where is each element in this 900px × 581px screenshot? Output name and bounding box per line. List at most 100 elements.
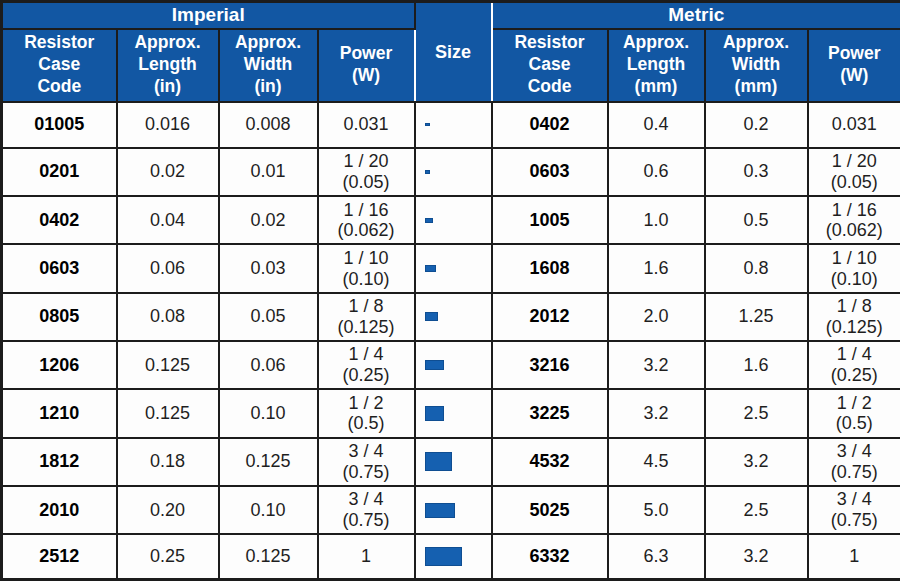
metric-length-cell: 3.2 xyxy=(608,389,705,437)
metric-power-cell: 1 / 10 (0.10) xyxy=(808,244,900,292)
metric-length-cell: 2.0 xyxy=(608,293,705,341)
imperial-length-cell: 0.08 xyxy=(117,293,219,341)
table-row: 0201 0.02 0.01 1 / 20 (0.05) 0603 0.6 0.… xyxy=(2,148,900,196)
imperial-power-cell: 1 / 2 (0.5) xyxy=(318,389,415,437)
imperial-power-cell: 1 / 4 (0.25) xyxy=(318,341,415,389)
metric-case-code-cell: 6332 xyxy=(492,534,608,579)
imperial-power-header: Power (W) xyxy=(318,29,415,102)
resistor-size-swatch xyxy=(425,265,436,272)
size-column-header: Size xyxy=(415,2,492,102)
resistor-size-swatch xyxy=(425,218,433,223)
metric-case-code-cell: 3225 xyxy=(492,389,608,437)
metric-length-cell: 5.0 xyxy=(608,486,705,534)
imperial-width-cell: 0.125 xyxy=(219,534,318,579)
metric-case-code-cell: 3216 xyxy=(492,341,608,389)
imperial-case-code-cell: 2512 xyxy=(2,534,117,579)
imperial-group-header: Imperial xyxy=(2,2,415,29)
metric-length-cell: 0.6 xyxy=(608,148,705,196)
metric-width-cell: 0.2 xyxy=(705,102,808,148)
imperial-power-cell: 3 / 4 (0.75) xyxy=(318,486,415,534)
metric-width-cell: 3.2 xyxy=(705,534,808,579)
imperial-case-code-cell: 2010 xyxy=(2,486,117,534)
table-row: 0603 0.06 0.03 1 / 10 (0.10) 1608 1.6 0.… xyxy=(2,244,900,292)
metric-width-cell: 2.5 xyxy=(705,389,808,437)
imperial-width-cell: 0.10 xyxy=(219,486,318,534)
resistor-size-swatch xyxy=(425,406,444,421)
imperial-case-code-cell: 0201 xyxy=(2,148,117,196)
size-cell xyxy=(415,486,492,534)
imperial-length-cell: 0.18 xyxy=(117,438,219,486)
metric-length-cell: 0.4 xyxy=(608,102,705,148)
metric-power-cell: 1 / 4 (0.25) xyxy=(808,341,900,389)
imperial-width-header: Approx. Width (in) xyxy=(219,29,318,102)
metric-length-cell: 4.5 xyxy=(608,438,705,486)
imperial-case-code-header: Resistor Case Code xyxy=(2,29,117,102)
resistor-size-swatch xyxy=(425,503,455,518)
resistor-case-code-table: Imperial Size Metric Resistor Case Code … xyxy=(0,0,900,581)
metric-width-cell: 0.8 xyxy=(705,244,808,292)
metric-power-cell: 1 / 2 (0.5) xyxy=(808,389,900,437)
metric-power-header: Power (W) xyxy=(808,29,900,102)
imperial-case-code-cell: 0805 xyxy=(2,293,117,341)
metric-case-code-cell: 1608 xyxy=(492,244,608,292)
resistor-size-swatch xyxy=(425,547,462,566)
metric-length-cell: 1.6 xyxy=(608,244,705,292)
size-cell xyxy=(415,341,492,389)
imperial-case-code-cell: 1206 xyxy=(2,341,117,389)
metric-case-code-cell: 4532 xyxy=(492,438,608,486)
metric-length-cell: 6.3 xyxy=(608,534,705,579)
metric-power-cell: 1 xyxy=(808,534,900,579)
imperial-width-cell: 0.10 xyxy=(219,389,318,437)
size-cell xyxy=(415,389,492,437)
imperial-length-header: Approx. Length (in) xyxy=(117,29,219,102)
imperial-case-code-cell: 01005 xyxy=(2,102,117,148)
metric-case-code-cell: 5025 xyxy=(492,486,608,534)
imperial-width-cell: 0.01 xyxy=(219,148,318,196)
imperial-length-cell: 0.04 xyxy=(117,196,219,244)
size-cell xyxy=(415,148,492,196)
metric-width-cell: 1.6 xyxy=(705,341,808,389)
size-cell xyxy=(415,244,492,292)
metric-power-cell: 1 / 20 (0.05) xyxy=(808,148,900,196)
imperial-width-cell: 0.06 xyxy=(219,341,318,389)
metric-width-cell: 0.5 xyxy=(705,196,808,244)
size-cell xyxy=(415,196,492,244)
resistor-size-swatch xyxy=(425,360,444,370)
metric-length-cell: 1.0 xyxy=(608,196,705,244)
table-row: 1206 0.125 0.06 1 / 4 (0.25) 3216 3.2 1.… xyxy=(2,341,900,389)
table-row: 1210 0.125 0.10 1 / 2 (0.5) 3225 3.2 2.5… xyxy=(2,389,900,437)
resistor-size-swatch xyxy=(425,123,430,126)
imperial-length-cell: 0.125 xyxy=(117,341,219,389)
imperial-width-cell: 0.03 xyxy=(219,244,318,292)
imperial-power-cell: 3 / 4 (0.75) xyxy=(318,438,415,486)
metric-width-header: Approx. Width (mm) xyxy=(705,29,808,102)
imperial-length-cell: 0.25 xyxy=(117,534,219,579)
imperial-case-code-cell: 1210 xyxy=(2,389,117,437)
imperial-width-cell: 0.02 xyxy=(219,196,318,244)
metric-power-cell: 0.031 xyxy=(808,102,900,148)
imperial-length-cell: 0.20 xyxy=(117,486,219,534)
group-header-row: Imperial Size Metric xyxy=(2,2,900,29)
table-row: 01005 0.016 0.008 0.031 0402 0.4 0.2 0.0… xyxy=(2,102,900,148)
metric-length-header: Approx. Length (mm) xyxy=(608,29,705,102)
imperial-power-cell: 1 xyxy=(318,534,415,579)
size-cell xyxy=(415,102,492,148)
imperial-case-code-cell: 1812 xyxy=(2,438,117,486)
table-row: 2010 0.20 0.10 3 / 4 (0.75) 5025 5.0 2.5… xyxy=(2,486,900,534)
metric-case-code-cell: 2012 xyxy=(492,293,608,341)
imperial-width-cell: 0.05 xyxy=(219,293,318,341)
metric-power-cell: 1 / 8 (0.125) xyxy=(808,293,900,341)
metric-width-cell: 3.2 xyxy=(705,438,808,486)
size-cell xyxy=(415,438,492,486)
imperial-length-cell: 0.125 xyxy=(117,389,219,437)
imperial-width-cell: 0.008 xyxy=(219,102,318,148)
imperial-length-cell: 0.016 xyxy=(117,102,219,148)
imperial-length-cell: 0.02 xyxy=(117,148,219,196)
metric-width-cell: 1.25 xyxy=(705,293,808,341)
table-body: 01005 0.016 0.008 0.031 0402 0.4 0.2 0.0… xyxy=(2,102,900,580)
imperial-power-cell: 1 / 16 (0.062) xyxy=(318,196,415,244)
imperial-case-code-cell: 0402 xyxy=(2,196,117,244)
table-row: 0402 0.04 0.02 1 / 16 (0.062) 1005 1.0 0… xyxy=(2,196,900,244)
imperial-case-code-cell: 0603 xyxy=(2,244,117,292)
imperial-power-cell: 1 / 8 (0.125) xyxy=(318,293,415,341)
